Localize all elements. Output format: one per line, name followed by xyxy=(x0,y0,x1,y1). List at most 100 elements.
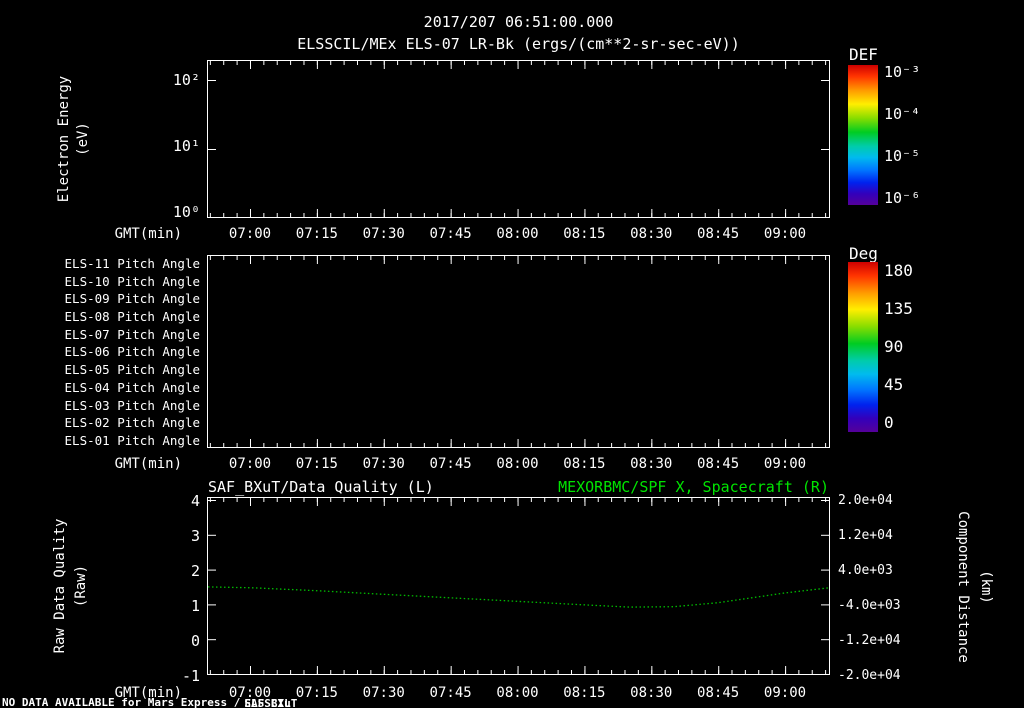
x-minor-ticks xyxy=(208,670,829,674)
pitch-xtick-labels: 07:00 07:15 07:30 07:45 08:00 08:15 08:30 08:45… xyxy=(227,456,808,472)
colorbar-deg xyxy=(848,262,878,432)
pitch-row-label: ELS-09 Pitch Angle xyxy=(64,291,200,307)
x-tick-label: 09:00 xyxy=(763,456,807,472)
x-tick-label: 07:00 xyxy=(228,456,272,472)
colorbar-deg-tick-labels: 180 135 90 45 0 xyxy=(884,262,930,432)
colorbar-tick-label: 45 xyxy=(884,375,904,394)
pitch-row-label: ELS-03 Pitch Angle xyxy=(64,397,200,413)
pitch-row-label: ELS-05 Pitch Angle xyxy=(64,362,200,378)
y-tick-label: 4 xyxy=(190,492,200,510)
x-tick-label: 07:00 xyxy=(228,685,272,701)
quality-ytick-labels-left: 4 3 2 1 0 -1 xyxy=(158,492,200,685)
quality-chart-canvas xyxy=(208,586,829,608)
x-tick-label: 07:00 xyxy=(228,226,272,242)
y-tick-label: -1.2e+04 xyxy=(838,633,901,648)
x-tick-label: 08:15 xyxy=(563,685,606,701)
pitch-row-label: ELS-04 Pitch Angle xyxy=(64,379,200,395)
spectrogram-ytick-labels: 10² 10¹ 10⁰ xyxy=(148,71,200,221)
quality-title-right: MEXORBMC/SPF X, Spacecraft (R) xyxy=(558,478,829,496)
status-overlap-a: ELSSCIL xyxy=(244,697,291,708)
colorbar-tick-label: 135 xyxy=(884,299,913,318)
x-tick-label: 07:15 xyxy=(295,226,338,242)
y-tick-label: 2.0e+04 xyxy=(838,493,893,508)
x-tick-label: 08:30 xyxy=(630,226,673,242)
pitch-row-label: ELS-08 Pitch Angle xyxy=(64,309,200,325)
x-minor-ticks xyxy=(208,443,829,447)
pitch-row-label: ELS-02 Pitch Angle xyxy=(64,415,200,431)
y-tick-label: 0 xyxy=(190,632,200,650)
x-tick-label: 08:00 xyxy=(496,456,539,472)
colorbar-tick-label: 10⁻³ xyxy=(884,63,921,81)
y-major-ticks xyxy=(208,498,216,674)
colorbar-def-tick-labels: 10⁻³ 10⁻⁴ 10⁻⁵ 10⁻⁶ xyxy=(884,63,934,207)
x-tick-label: 08:45 xyxy=(697,226,740,242)
pitch-plot-area xyxy=(207,255,830,448)
spectrogram-plot-area xyxy=(207,60,830,218)
status-line: NO DATA AVAILABLE for Mars Express / ELSS… xyxy=(2,696,330,708)
status-overlap-b: SAF_BXuT xyxy=(244,697,298,708)
pitch-row-labels: ELS-11 Pitch Angle ELS-10 Pitch Angle ELS-… xyxy=(40,256,200,448)
x-tick-label: 08:15 xyxy=(563,456,606,472)
y-tick-label: -2.0e+04 xyxy=(838,668,901,683)
pitch-row-label: ELS-10 Pitch Angle xyxy=(64,273,200,289)
y-tick-label: 10² xyxy=(172,71,200,89)
spectrogram-ylabel-line2: (eV) xyxy=(75,122,91,156)
x-major-ticks xyxy=(208,256,829,264)
y-tick-label: 1.2e+04 xyxy=(838,528,893,543)
y-tick-label: 2 xyxy=(190,562,200,580)
y-major-ticks xyxy=(821,498,829,674)
colorbar-deg-title: Deg xyxy=(849,244,878,263)
x-minor-ticks xyxy=(208,256,829,260)
colorbar-def xyxy=(848,65,878,205)
pitch-xlabel: GMT(min) xyxy=(114,456,182,472)
spectrogram-xlabel: GMT(min) xyxy=(114,226,182,242)
colorbar-def-title: DEF xyxy=(849,45,878,64)
y-tick-label: -4.0e+03 xyxy=(838,598,901,613)
pitch-row-label: ELS-11 Pitch Angle xyxy=(64,256,200,271)
x-tick-label: 09:00 xyxy=(763,226,807,242)
x-major-ticks xyxy=(208,498,829,506)
quality-ylabel-right-line2: (km) xyxy=(978,570,994,604)
colorbar-tick-label: 0 xyxy=(884,413,894,432)
quality-ylabel-left-line2: (Raw) xyxy=(73,564,89,608)
quality-ylabel-right-line1: Component Distance xyxy=(955,511,971,663)
spectrogram-xtick-labels: 07:00 07:15 07:30 07:45 08:00 08:15 08:30 08:45… xyxy=(227,226,808,242)
y-tick-label: 10⁰ xyxy=(172,203,200,221)
y-tick-label: 10¹ xyxy=(172,137,200,155)
datetime-title: 2017/207 06:51:00.000 xyxy=(423,13,614,31)
y-major-ticks xyxy=(821,61,829,217)
colorbar-tick-label: 90 xyxy=(884,337,904,356)
pitch-row-label: ELS-07 Pitch Angle xyxy=(64,326,200,342)
x-tick-label: 07:45 xyxy=(429,456,472,472)
x-major-ticks xyxy=(208,61,829,69)
x-tick-label: 07:30 xyxy=(362,456,405,472)
x-tick-label: 07:30 xyxy=(362,226,405,242)
x-tick-label: 08:30 xyxy=(630,685,673,701)
x-tick-label: 07:15 xyxy=(295,456,338,472)
quality-xtick-labels: 07:00 07:15 07:30 07:45 08:00 08:15 08:30 08:45… xyxy=(227,685,808,701)
x-tick-label: 08:00 xyxy=(496,226,539,242)
x-tick-label: 08:30 xyxy=(630,456,673,472)
x-tick-label: 09:00 xyxy=(763,685,807,701)
y-tick-label: 1 xyxy=(190,597,200,615)
spacecraft-line xyxy=(208,586,829,608)
status-prefix: NO DATA AVAILABLE for Mars Express / xyxy=(2,696,241,708)
quality-ylabel-left-line1: Raw Data Quality xyxy=(52,518,68,654)
colorbar-tick-label: 10⁻⁵ xyxy=(884,147,921,165)
x-tick-label: 08:45 xyxy=(697,456,740,472)
x-minor-ticks xyxy=(208,213,829,217)
quality-xlabel: GMT(min) xyxy=(114,685,182,701)
y-tick-label: 3 xyxy=(190,527,200,545)
x-minor-ticks xyxy=(208,498,829,502)
spectrogram-ylabel-line1: Electron Energy xyxy=(56,75,72,203)
x-tick-label: 07:45 xyxy=(429,685,472,701)
status-overlap: ELSSCIL SAF_BXuT xyxy=(240,697,330,708)
spectrogram-title: ELSSCIL/MEx ELS-07 LR-Bk (ergs/(cm**2-sr… xyxy=(297,35,740,53)
pitch-row-label: ELS-06 Pitch Angle xyxy=(64,344,200,360)
quality-ytick-labels-right: 2.0e+04 1.2e+04 4.0e+03 -4.0e+03 -1.2e+04 -2.… xyxy=(838,492,908,685)
y-tick-label: -1 xyxy=(181,667,200,685)
colorbar-tick-label: 180 xyxy=(884,261,913,280)
x-tick-label: 08:00 xyxy=(496,685,539,701)
quality-title-left: SAF_BXuT/Data Quality (L) xyxy=(208,478,434,496)
